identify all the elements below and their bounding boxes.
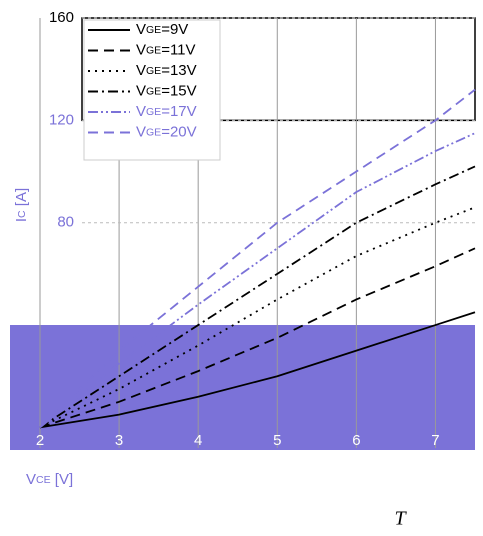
glitch-band (10, 325, 475, 450)
x-tick-label: 4 (194, 432, 202, 449)
x-tick-label: 2 (36, 432, 44, 449)
x-axis-label: VCE [V] (26, 471, 73, 488)
legend-label: VGE=20V (136, 123, 197, 140)
x-tick-label: 3 (115, 432, 123, 449)
legend-box (83, 19, 221, 161)
x-tick-label: 6 (352, 432, 360, 449)
x-tick-label: 7 (431, 432, 439, 449)
y-tick-label: 120 (49, 111, 74, 128)
series-line (39, 165, 476, 429)
legend-label: VGE=15V (136, 82, 197, 99)
y-tick-label: 160 (49, 9, 74, 26)
plot-frame (81, 17, 476, 122)
legend-label: VGE=17V (136, 103, 197, 120)
x-tick-label: 5 (273, 432, 281, 449)
series-line (39, 88, 476, 429)
series-line (39, 311, 476, 429)
annotation: T (394, 508, 407, 530)
legend-label: VGE=13V (136, 62, 197, 79)
legend-label: VGE=9V (136, 21, 188, 38)
y-axis-label: IC [A] (13, 188, 30, 222)
series-line (39, 132, 476, 429)
y-tick-label: 80 (57, 214, 74, 231)
series-line (39, 247, 476, 429)
legend-label: VGE=11V (136, 41, 196, 58)
